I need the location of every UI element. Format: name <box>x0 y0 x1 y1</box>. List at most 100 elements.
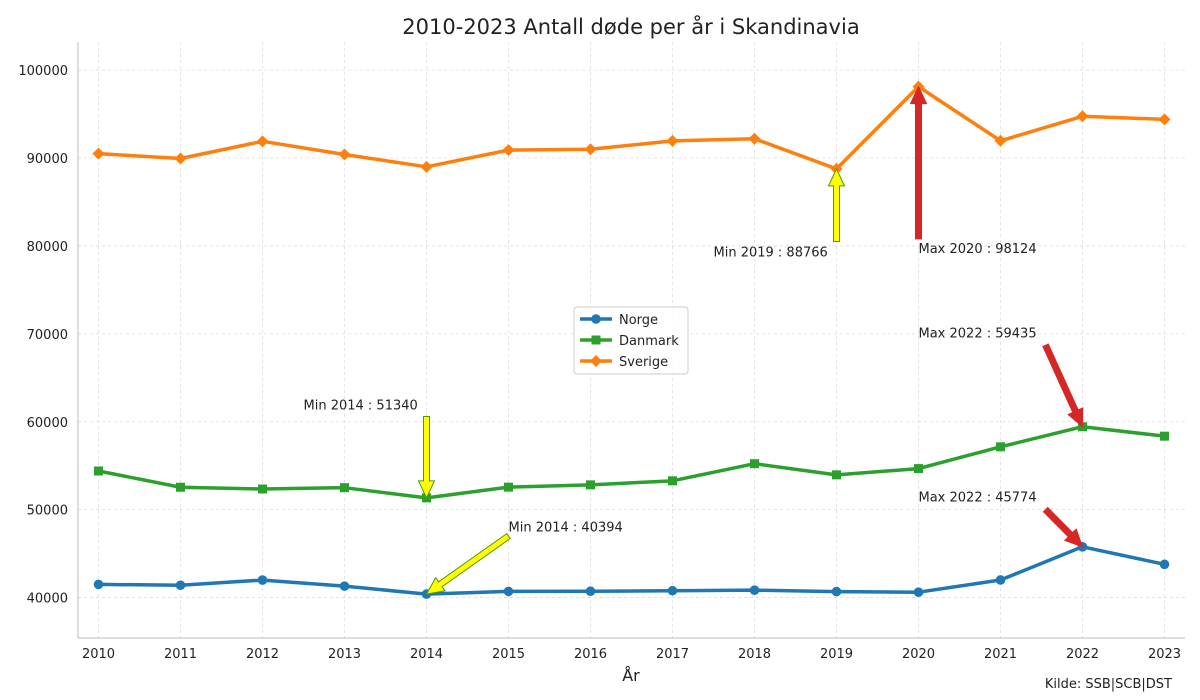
x-tick-label: 2018 <box>738 647 771 662</box>
data-point <box>586 480 595 490</box>
data-point <box>340 483 349 493</box>
data-point <box>750 459 759 469</box>
series-danmark <box>94 422 1169 503</box>
data-point <box>748 132 761 145</box>
series-norge <box>93 542 1170 599</box>
chart-title: 2010-2023 Antall døde per år i Skandinav… <box>402 14 859 39</box>
data-point <box>994 134 1007 147</box>
x-tick-label: 2023 <box>1148 647 1181 662</box>
legend-marker <box>591 314 601 324</box>
x-tick-label: 2020 <box>902 647 935 662</box>
y-tick-label: 100000 <box>18 64 68 79</box>
x-tick-label: 2012 <box>246 647 279 662</box>
data-point <box>258 484 267 494</box>
legend-box <box>573 306 689 375</box>
data-point <box>174 152 187 165</box>
x-tick-label: 2016 <box>574 647 607 662</box>
y-tick-label: 70000 <box>27 328 68 343</box>
x-tick-labels: 2010 2011 2012 2013 2014 2015 2016 2017 2018 2019… <box>82 647 1181 662</box>
legend-item-sverige: Sverige <box>580 355 668 370</box>
data-point <box>1160 431 1169 441</box>
data-point <box>256 135 269 148</box>
series-sverige <box>92 80 1171 175</box>
y-tick-labels: 40000 50000 60000 70000 80000 90000 100000 <box>18 64 68 606</box>
legend-label: Danmark <box>619 334 679 349</box>
data-point <box>420 160 433 173</box>
data-point <box>338 148 351 161</box>
x-tick-label: 2017 <box>656 647 689 662</box>
data-point <box>1159 559 1170 570</box>
legend-marker <box>590 355 602 367</box>
y-tick-label: 50000 <box>27 504 68 519</box>
x-tick-label: 2010 <box>82 647 115 662</box>
series-line <box>98 545 1165 596</box>
data-point <box>914 464 923 474</box>
data-point <box>749 585 760 595</box>
annotation-arrow <box>827 167 846 242</box>
annotation-label: Min 2019 : 88766 <box>714 245 828 260</box>
data-point <box>668 476 677 486</box>
series-line <box>98 84 1165 171</box>
data-point <box>832 470 841 480</box>
annotation-min: Min 2019 : 88766 <box>714 167 846 260</box>
annotation-arrow <box>425 532 511 595</box>
data-point <box>92 147 105 160</box>
data-point <box>176 482 185 492</box>
x-tick-label: 2011 <box>164 647 197 662</box>
data-point <box>913 587 924 598</box>
annotations: Min 2019 : 88766 Max 2020 : 98124 Max 2022… <box>304 85 1084 595</box>
data-point <box>257 575 268 585</box>
legend-marker <box>591 335 601 345</box>
data-point <box>995 575 1006 585</box>
annotation-min: Min 2014 : 40394 <box>425 521 623 595</box>
legend-label: Sverige <box>619 355 668 370</box>
legend-item-danmark: Danmark <box>580 334 679 349</box>
y-tick-label: 80000 <box>27 240 68 255</box>
data-point <box>1076 110 1089 123</box>
x-tick-label: 2014 <box>410 647 443 662</box>
data-point <box>94 466 103 476</box>
data-point <box>93 579 104 590</box>
x-tick-label: 2015 <box>492 647 525 662</box>
data-point <box>667 585 678 596</box>
annotation-max: Max 2022 : 59435 <box>919 326 1084 428</box>
data-point <box>831 586 842 597</box>
data-point <box>996 442 1005 452</box>
legend-label: Norge <box>619 313 658 328</box>
x-axis-label: År <box>622 666 640 685</box>
data-point <box>1158 113 1171 126</box>
annotation-max: Max 2022 : 45774 <box>919 491 1084 548</box>
data-point <box>503 586 514 597</box>
legend: Norge Danmark Sverige <box>573 306 689 375</box>
annotation-arrow <box>909 85 928 240</box>
data-point <box>585 586 596 597</box>
y-tick-label: 60000 <box>27 416 68 431</box>
y-tick-label: 40000 <box>27 592 68 607</box>
annotation-label: Max 2022 : 45774 <box>919 491 1037 506</box>
annotation-max: Max 2020 : 98124 <box>909 85 1037 257</box>
data-point <box>502 144 515 157</box>
x-tick-label: 2022 <box>1066 647 1099 662</box>
axes <box>77 42 1185 639</box>
annotation-label: Max 2020 : 98124 <box>919 242 1037 257</box>
x-tick-label: 2019 <box>820 647 853 662</box>
data-point <box>584 143 597 156</box>
x-tick-label: 2021 <box>984 647 1017 662</box>
annotation-label: Min 2014 : 51340 <box>304 398 418 413</box>
legend-item-norge: Norge <box>580 313 658 328</box>
data-point <box>175 580 186 591</box>
y-tick-label: 90000 <box>27 152 68 167</box>
annotation-label: Min 2014 : 40394 <box>509 521 623 536</box>
annotation-arrow <box>1042 506 1084 548</box>
data-point <box>339 581 350 591</box>
x-tick-label: 2013 <box>328 647 361 662</box>
data-point <box>666 134 679 147</box>
series-line <box>98 424 1165 500</box>
annotation-min: Min 2014 : 51340 <box>304 398 436 500</box>
series-lines <box>92 80 1171 599</box>
annotation-arrow <box>1042 343 1084 428</box>
annotation-label: Max 2022 : 59435 <box>919 326 1037 341</box>
source-note: Kilde: SSB|SCB|DST <box>1045 677 1172 692</box>
data-point <box>504 482 513 492</box>
